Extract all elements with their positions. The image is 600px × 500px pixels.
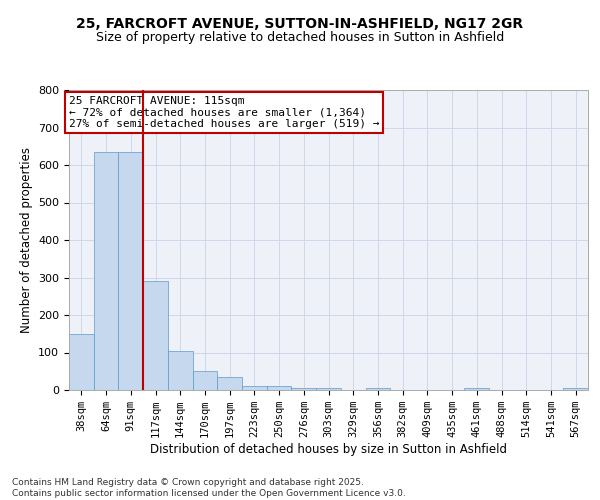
Bar [563,388,588,390]
Text: Contains HM Land Registry data © Crown copyright and database right 2025.
Contai: Contains HM Land Registry data © Crown c… [12,478,406,498]
Y-axis label: Number of detached properties: Number of detached properties [20,147,32,333]
Text: 25, FARCROFT AVENUE, SUTTON-IN-ASHFIELD, NG17 2GR: 25, FARCROFT AVENUE, SUTTON-IN-ASHFIELD,… [76,18,524,32]
Bar [316,388,341,390]
Bar [94,152,118,390]
Bar [464,388,489,390]
Text: 25 FARCROFT AVENUE: 115sqm
← 72% of detached houses are smaller (1,364)
27% of s: 25 FARCROFT AVENUE: 115sqm ← 72% of deta… [69,96,380,129]
Bar [242,386,267,390]
Text: Size of property relative to detached houses in Sutton in Ashfield: Size of property relative to detached ho… [96,32,504,44]
Bar [69,334,94,390]
Bar [193,371,217,390]
Bar [143,281,168,390]
Bar [292,388,316,390]
X-axis label: Distribution of detached houses by size in Sutton in Ashfield: Distribution of detached houses by size … [150,443,507,456]
Bar [365,388,390,390]
Bar [267,386,292,390]
Bar [118,152,143,390]
Bar [217,377,242,390]
Bar [168,350,193,390]
